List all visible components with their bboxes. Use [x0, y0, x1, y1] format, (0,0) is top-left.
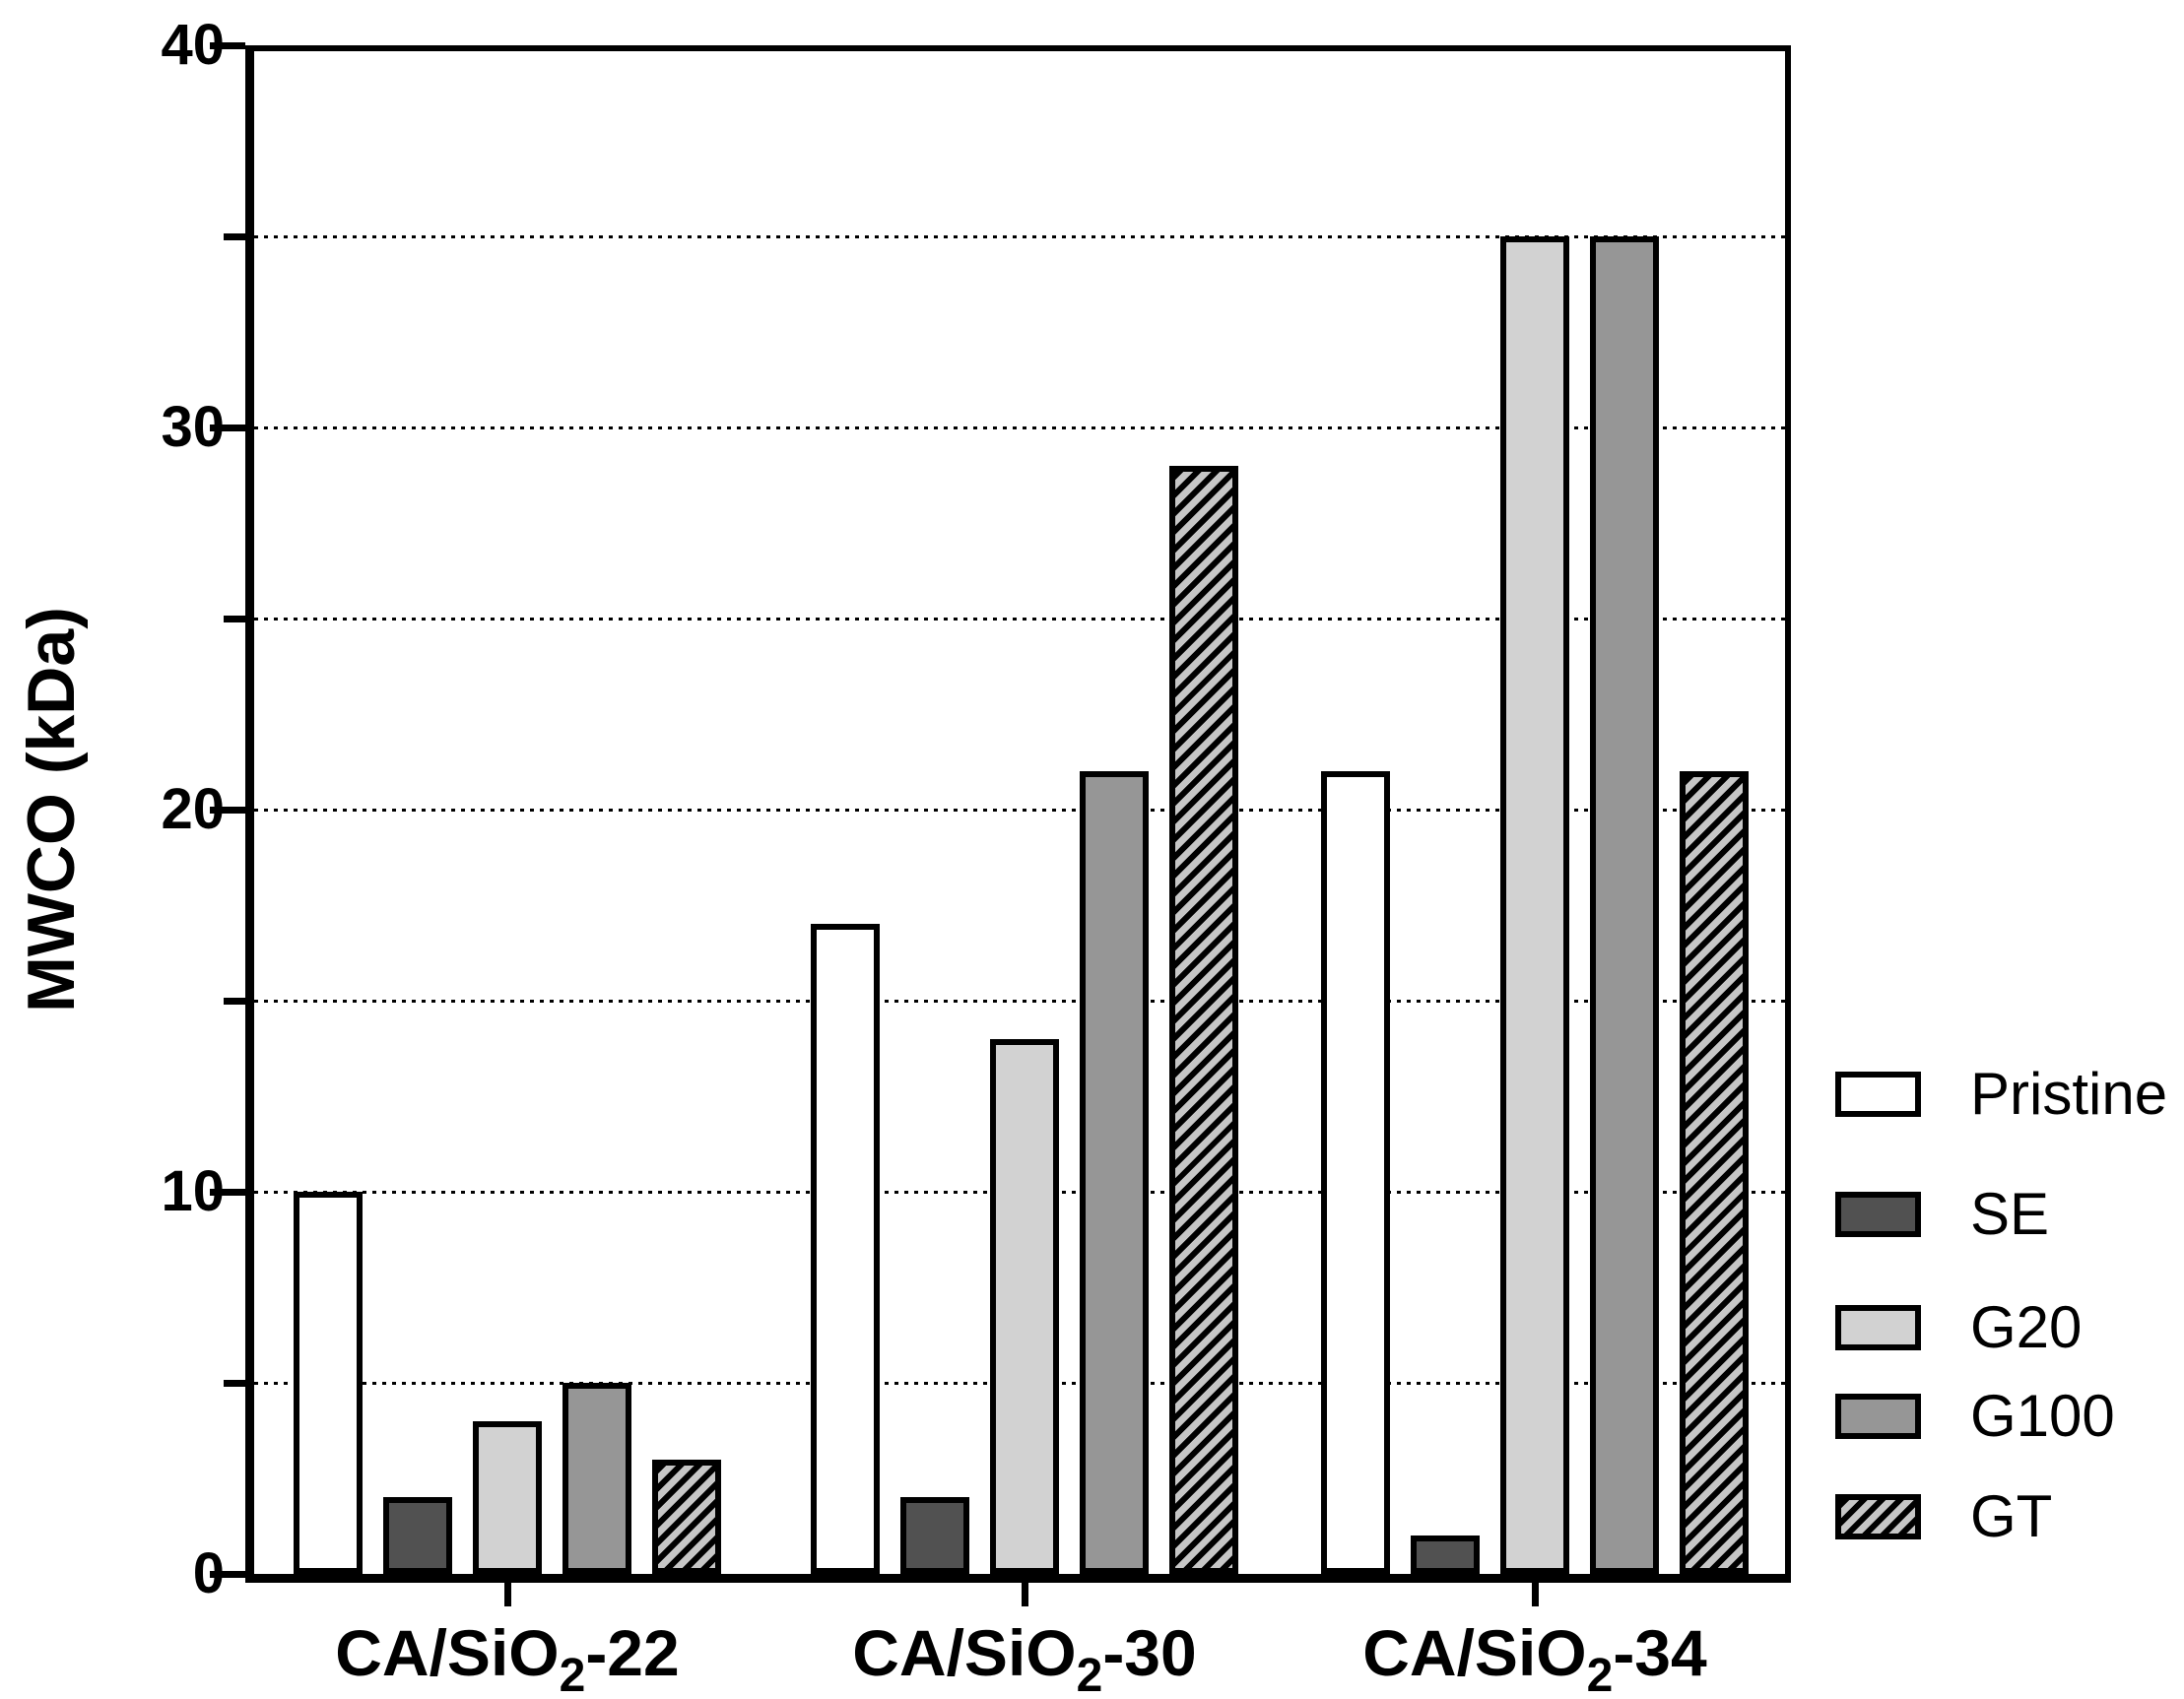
x-axis-line: [245, 1574, 1791, 1583]
plot-frame-top: [245, 45, 1791, 51]
y-tick-major-40: [210, 41, 245, 49]
y-tick-major-30: [210, 424, 245, 431]
legend-swatch-gt: [1835, 1494, 1921, 1539]
legend-swatch-pristine: [1835, 1072, 1921, 1117]
bar-gt-group-1: [652, 1460, 721, 1574]
y-tick-minor-15: [224, 997, 245, 1005]
legend-label-g100: G100: [1970, 1383, 2115, 1449]
y-tick-minor-5: [224, 1379, 245, 1387]
y-tick-major-10: [210, 1188, 245, 1196]
y-tick-label-30: 30: [161, 395, 225, 459]
y-tick-minor-35: [224, 232, 245, 240]
y-tick-label-0: 0: [192, 1541, 225, 1605]
legend-label-se: SE: [1970, 1181, 2050, 1247]
legend-label-gt: GT: [1970, 1483, 2053, 1549]
bar-se-group-1: [383, 1497, 452, 1574]
y-tick-label-40: 40: [161, 13, 225, 77]
y-tick-major-0: [210, 1570, 245, 1578]
x-tick-group-3: [1531, 1583, 1539, 1606]
bar-g100-group-1: [563, 1383, 631, 1574]
legend-swatch-se: [1835, 1192, 1921, 1237]
x-tick-group-1: [503, 1583, 511, 1606]
x-label-subscript: 2: [1586, 1650, 1614, 1699]
bar-g20-group-1: [473, 1421, 542, 1574]
bar-se-group-2: [900, 1497, 969, 1574]
plot-area: [245, 45, 1791, 1583]
y-axis-line: [245, 45, 254, 1583]
bar-se-group-3: [1411, 1536, 1480, 1574]
x-label-group-1: CA/SiO2-22: [163, 1607, 852, 1699]
y-tick-major-20: [210, 806, 245, 814]
x-tick-group-2: [1021, 1583, 1028, 1606]
bar-pristine-group-3: [1321, 771, 1390, 1574]
legend-label-g20: G20: [1970, 1294, 2083, 1360]
gridline-30: [254, 426, 1785, 429]
y-tick-minor-25: [224, 615, 245, 622]
y-tick-label-20: 20: [161, 777, 225, 841]
x-label-subscript: 2: [1076, 1650, 1103, 1699]
gridline-25: [254, 618, 1785, 621]
legend-swatch-g20: [1835, 1305, 1921, 1350]
plot-frame-right: [1785, 45, 1791, 1583]
y-tick-label-10: 10: [161, 1159, 225, 1223]
legend-label-pristine: Pristine: [1970, 1061, 2168, 1127]
x-label-group-3: CA/SiO2-34: [1190, 1607, 1880, 1699]
x-label-group-2: CA/SiO2-30: [680, 1607, 1369, 1699]
bar-pristine-group-1: [294, 1192, 363, 1574]
gridline-20: [254, 809, 1785, 812]
gridline-35: [254, 235, 1785, 238]
bar-g100-group-3: [1590, 236, 1659, 1574]
bar-g100-group-2: [1080, 771, 1149, 1574]
gridline-15: [254, 1000, 1785, 1003]
bar-pristine-group-2: [811, 924, 880, 1574]
x-label-subscript: 2: [559, 1650, 586, 1699]
bar-gt-group-3: [1680, 771, 1749, 1574]
bar-gt-group-2: [1169, 466, 1238, 1574]
legend-swatch-g100: [1835, 1394, 1921, 1439]
bar-g20-group-3: [1500, 236, 1569, 1574]
bar-g20-group-2: [990, 1039, 1059, 1574]
